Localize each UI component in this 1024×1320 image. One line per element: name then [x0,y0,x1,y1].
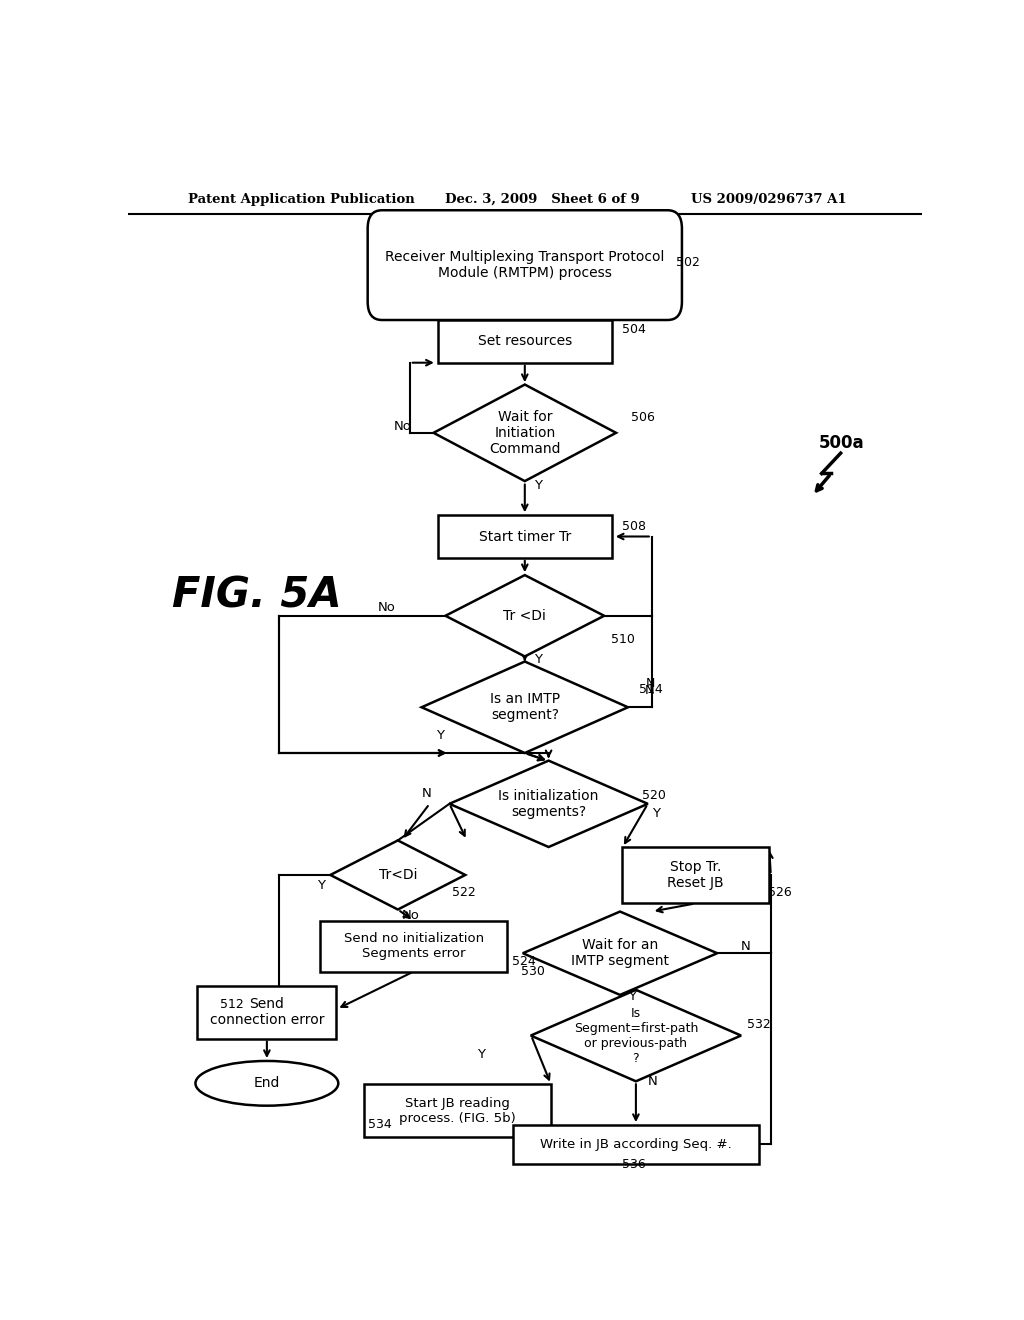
Text: Patent Application Publication: Patent Application Publication [187,193,415,206]
Text: Write in JB according Seq. #.: Write in JB according Seq. #. [540,1138,732,1151]
Text: Stop Tr.
Reset JB: Stop Tr. Reset JB [667,859,724,890]
Text: 532: 532 [748,1018,771,1031]
Text: N: N [740,940,751,953]
Text: No: No [394,420,412,433]
Text: N: N [645,677,654,690]
Text: N: N [422,787,431,800]
Text: 520: 520 [642,789,667,803]
Bar [622,847,769,903]
Text: 508: 508 [622,520,645,533]
Polygon shape [445,576,604,656]
Polygon shape [331,841,465,909]
Text: 530: 530 [521,965,545,978]
Text: 500a: 500a [818,434,864,451]
Text: Tr<Di: Tr<Di [379,869,417,882]
Text: No: No [401,909,420,923]
Bar [513,1125,759,1164]
Text: Start JB reading
process. (FIG. 5b): Start JB reading process. (FIG. 5b) [399,1097,516,1125]
Text: 524: 524 [512,954,536,968]
Text: End: End [254,1076,281,1090]
Text: 506: 506 [631,411,655,424]
Text: Send
connection error: Send connection error [210,997,325,1027]
Text: Receiver Multiplexing Transport Protocol
Module (RMTPM) process: Receiver Multiplexing Transport Protocol… [385,249,665,280]
Polygon shape [422,661,628,752]
Polygon shape [433,384,616,480]
Text: 512: 512 [220,998,244,1011]
Text: Dec. 3, 2009   Sheet 6 of 9: Dec. 3, 2009 Sheet 6 of 9 [445,193,640,206]
Polygon shape [450,760,648,847]
Text: 536: 536 [622,1158,645,1171]
Text: 504: 504 [622,322,645,335]
Polygon shape [530,990,741,1081]
Text: FIG. 5A: FIG. 5A [172,574,341,616]
Text: Set resources: Set resources [477,334,572,348]
FancyBboxPatch shape [368,210,682,319]
Text: Y: Y [535,479,543,492]
Text: Y: Y [535,653,543,667]
Text: Y: Y [477,1048,485,1061]
Bar [437,319,612,363]
Bar [321,921,507,972]
Text: N: N [645,685,654,697]
Text: 502: 502 [676,256,699,268]
Polygon shape [523,912,717,995]
Text: Y: Y [436,729,444,742]
Text: Y: Y [628,990,636,1003]
Text: Y: Y [652,808,659,821]
Text: Wait for an
IMTP segment: Wait for an IMTP segment [571,939,669,969]
Text: N: N [648,1074,657,1088]
Bar [437,515,612,558]
Text: Wait for
Initiation
Command: Wait for Initiation Command [489,409,560,455]
Text: 514: 514 [639,684,663,697]
Text: No: No [378,601,396,614]
Bar [365,1084,551,1138]
Text: US 2009/0296737 A1: US 2009/0296737 A1 [691,193,847,206]
Ellipse shape [196,1061,338,1106]
Text: Y: Y [316,879,325,891]
Text: 534: 534 [369,1118,392,1131]
Text: 510: 510 [610,632,635,645]
Text: Start timer Tr: Start timer Tr [478,529,571,544]
Text: Is
Segment=first-path
or previous-path
?: Is Segment=first-path or previous-path ? [573,1007,698,1064]
Text: Send no initialization
Segments error: Send no initialization Segments error [344,932,483,960]
Text: Is an IMTP
segment?: Is an IMTP segment? [489,692,560,722]
Bar [198,986,336,1039]
Text: Tr <Di: Tr <Di [504,609,546,623]
Text: Is initialization
segments?: Is initialization segments? [499,789,599,818]
Text: 522: 522 [452,886,475,899]
Text: 526: 526 [768,886,792,899]
